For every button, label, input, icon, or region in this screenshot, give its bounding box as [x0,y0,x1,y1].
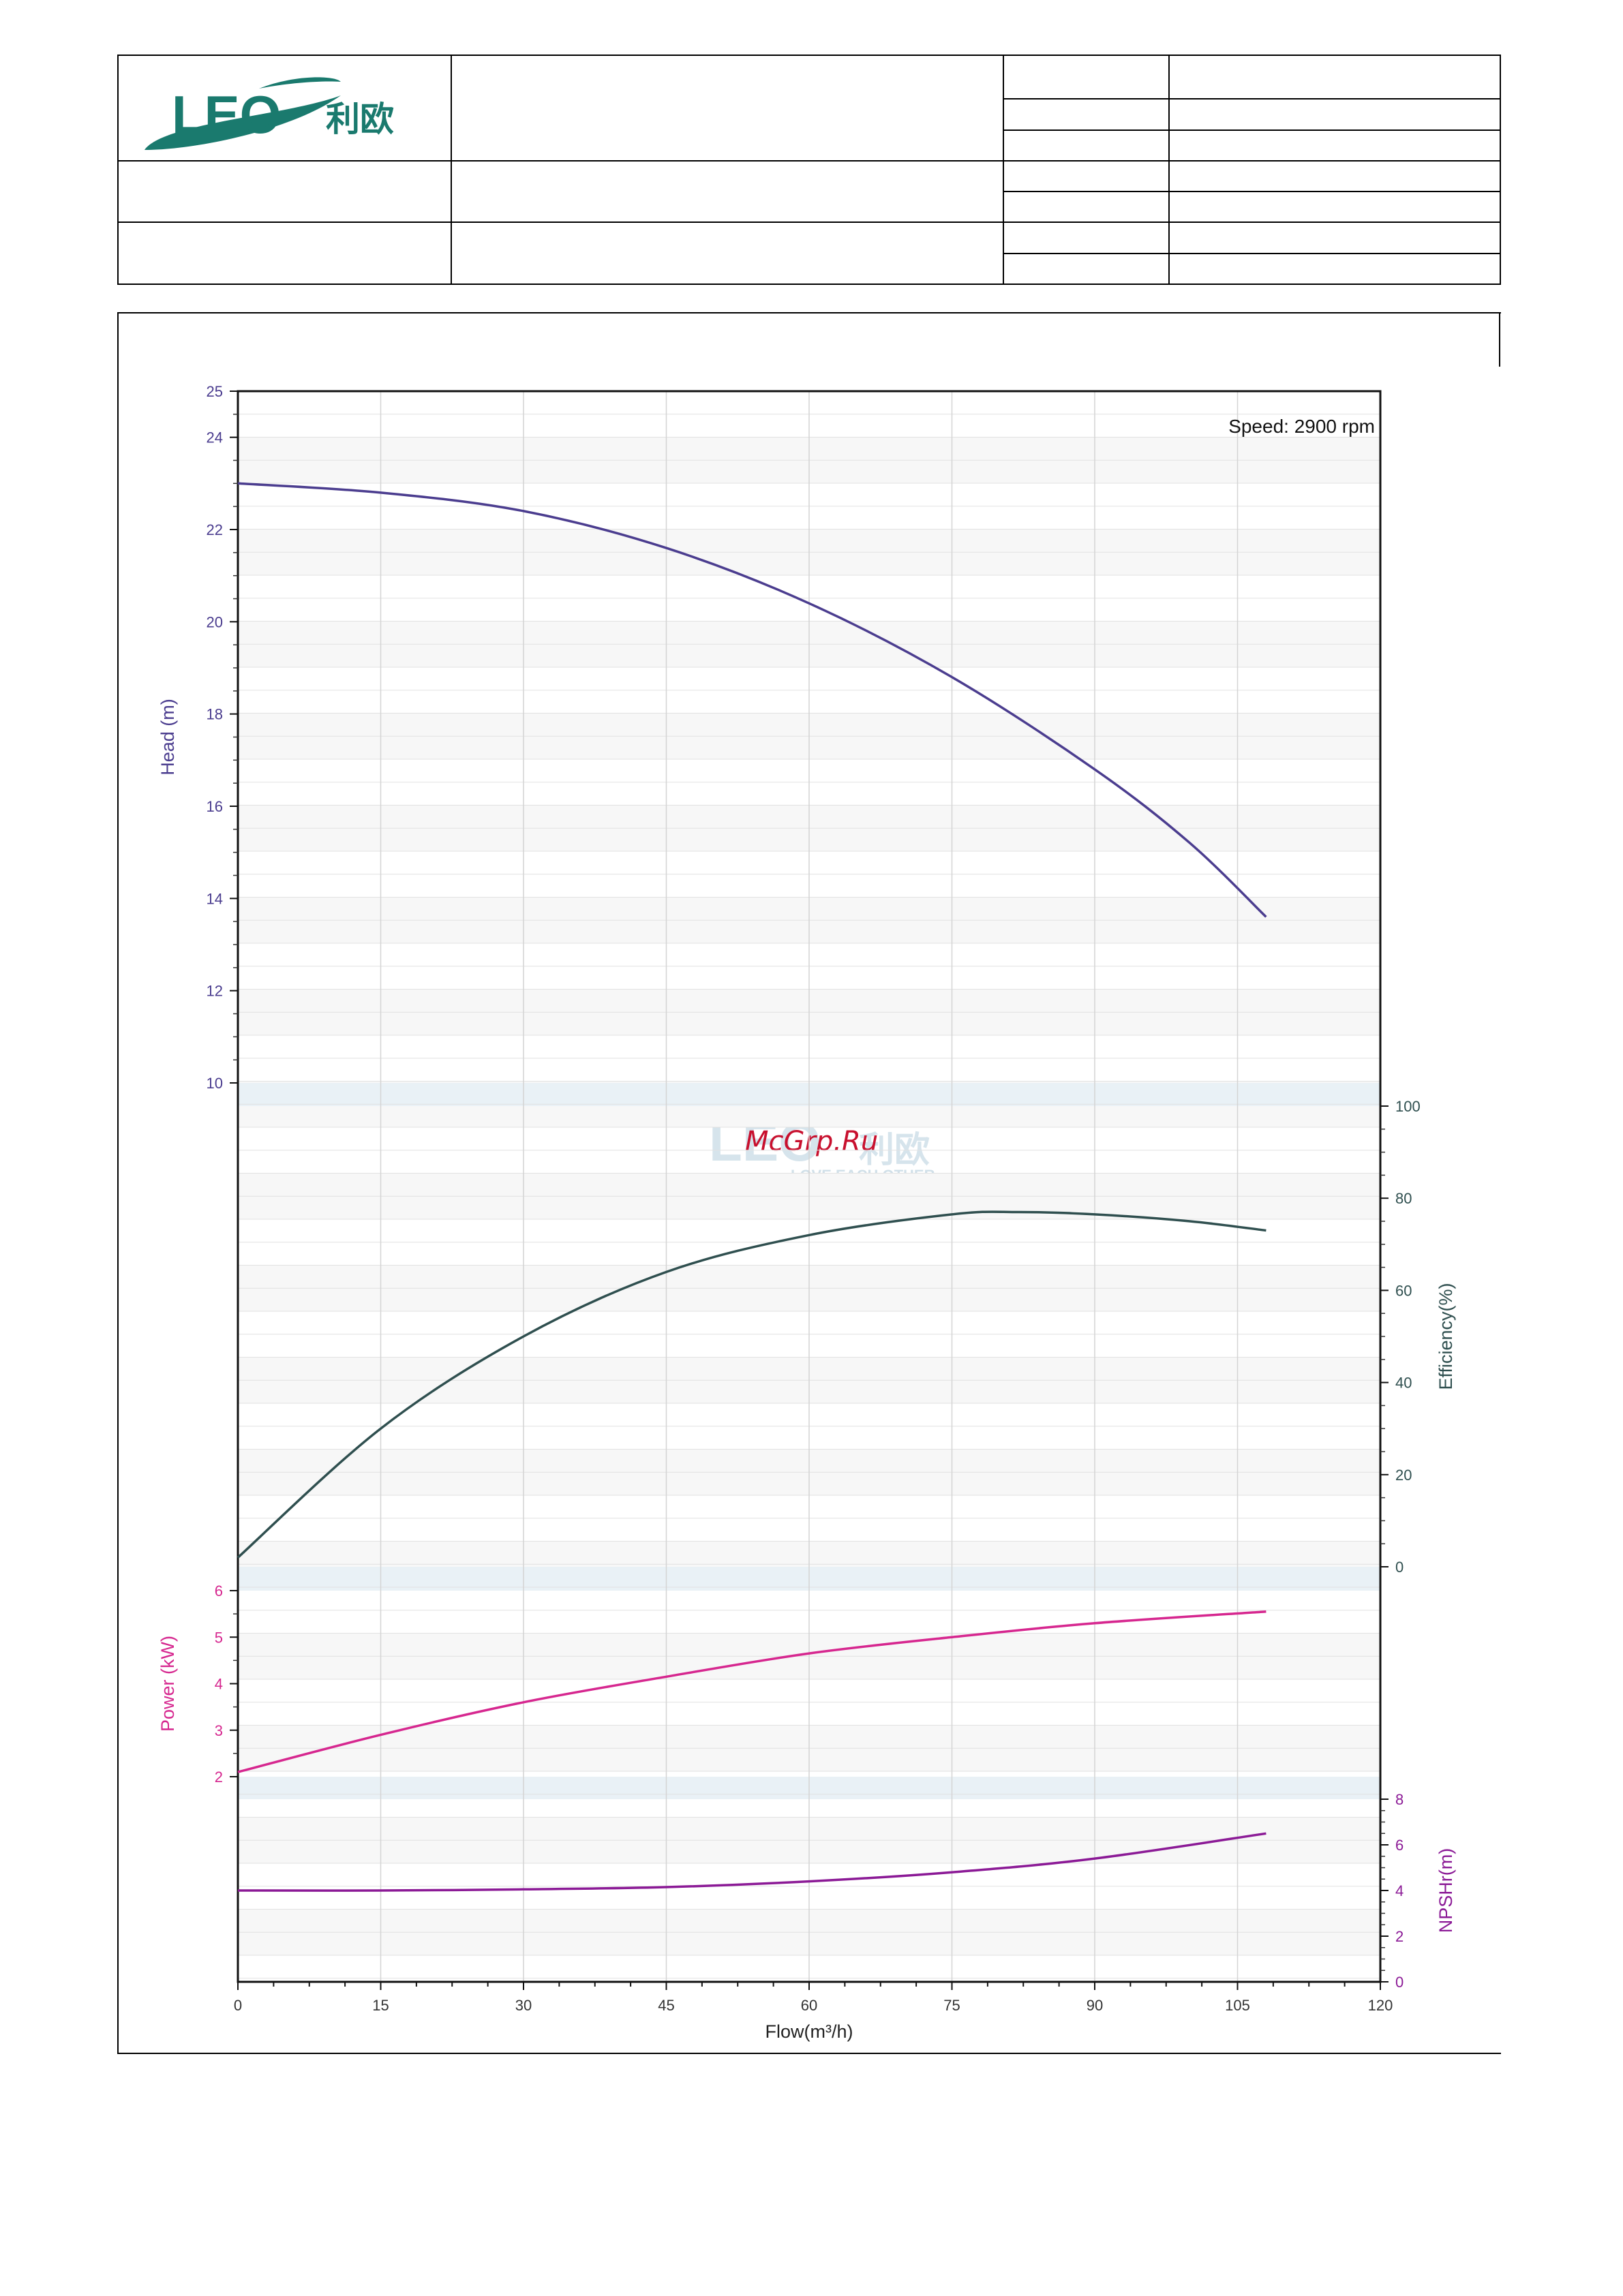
x-axis-tick-label: 30 [515,1997,532,2014]
efficiency-curve [237,1210,1266,1559]
x-axis-tick-label: 75 [943,1997,960,2014]
info-middle-cell [451,159,1004,224]
head-axis-tick-label: 12 [207,983,223,1000]
info-middle-cell [451,221,1004,285]
efficiency-axis-tick-label: 40 [1395,1375,1412,1392]
document-header-table [117,54,1501,286]
power-axis-tick-label: 6 [215,1582,223,1599]
head-axis-tick-label: 10 [207,1075,223,1092]
head-axis-tick-label: 25 [207,383,223,400]
title-cell [451,55,1004,162]
npsh-axis-tick-label: 6 [1395,1837,1404,1854]
speed-annotation: Speed: 2900 rpm [1228,416,1375,437]
x-axis-tick-label: 45 [658,1997,674,2014]
power-axis-tick-label: 3 [215,1722,223,1739]
head-axis-tick-label: 16 [207,798,223,815]
x-axis-tick-label: 90 [1087,1997,1103,2014]
info-left-cell [117,159,452,224]
x-axis-tick-label: 0 [234,1997,242,2014]
x-axis-tick-label: 120 [1368,1997,1393,2014]
efficiency-axis-tick-label: 0 [1395,1559,1404,1576]
head-axis-title: Head (m) [157,699,178,776]
info-value-cell [1168,159,1501,193]
info-label-cell [1003,221,1170,254]
head-axis-tick-label: 18 [207,706,223,723]
x-axis-tick-label: 60 [801,1997,817,2014]
logo-cn-text: 利欧 [326,100,394,139]
head-axis-tick-label: 22 [207,521,223,538]
info-label-cell [1003,54,1170,100]
leo-logo: LEO 利欧 [145,77,394,150]
npsh-axis-tick-label: 4 [1395,1882,1404,1899]
info-label-cell [1003,129,1170,162]
npsh-axis-title: NPSHr(m) [1436,1848,1456,1933]
power-axis-tick-label: 5 [215,1629,223,1646]
watermark-site-text: McGrp.Ru [745,1126,879,1157]
info-value-cell [1168,252,1501,286]
head-axis-tick-label: 20 [207,613,223,630]
head-axis-tick-label: 14 [207,890,223,907]
info-value-cell [1168,191,1501,224]
logo-swoosh-top [259,77,341,89]
efficiency-axis-tick-label: 80 [1395,1190,1412,1207]
info-value-cell [1168,54,1501,100]
info-value-cell [1168,98,1501,131]
efficiency-axis-title: Efficiency(%) [1436,1283,1456,1390]
power-axis-tick-label: 4 [215,1676,223,1693]
efficiency-axis-tick-label: 60 [1395,1282,1412,1299]
info-label-cell [1003,98,1170,131]
npsh-curve [237,1832,1266,1892]
info-label-cell [1003,159,1170,193]
power-curve [237,1610,1266,1773]
efficiency-axis-tick-label: 20 [1395,1467,1412,1484]
npsh-axis-tick-label: 0 [1395,1974,1404,1991]
head-axis-tick-label: 24 [207,429,223,446]
info-left-cell [117,221,452,285]
logo-swoosh [145,95,341,150]
efficiency-axis-tick-label: 100 [1395,1098,1421,1115]
chart-frame [117,312,1501,2054]
x-axis-title: Flow(m³/h) [765,2021,853,2042]
power-axis-title: Power (kW) [157,1636,178,1732]
npsh-axis-tick-label: 2 [1395,1928,1404,1945]
npsh-axis-tick-label: 8 [1395,1791,1404,1808]
info-value-cell [1168,221,1501,254]
chart-frame-right-edge [1499,312,1500,367]
x-axis-tick-label: 15 [372,1997,389,2014]
info-label-cell [1003,191,1170,224]
x-axis-tick-label: 105 [1225,1997,1250,2014]
power-axis-tick-label: 2 [215,1769,223,1786]
info-label-cell [1003,252,1170,286]
head-curve [237,482,1267,918]
logo-text: LEO [172,85,281,144]
info-value-cell [1168,129,1501,162]
